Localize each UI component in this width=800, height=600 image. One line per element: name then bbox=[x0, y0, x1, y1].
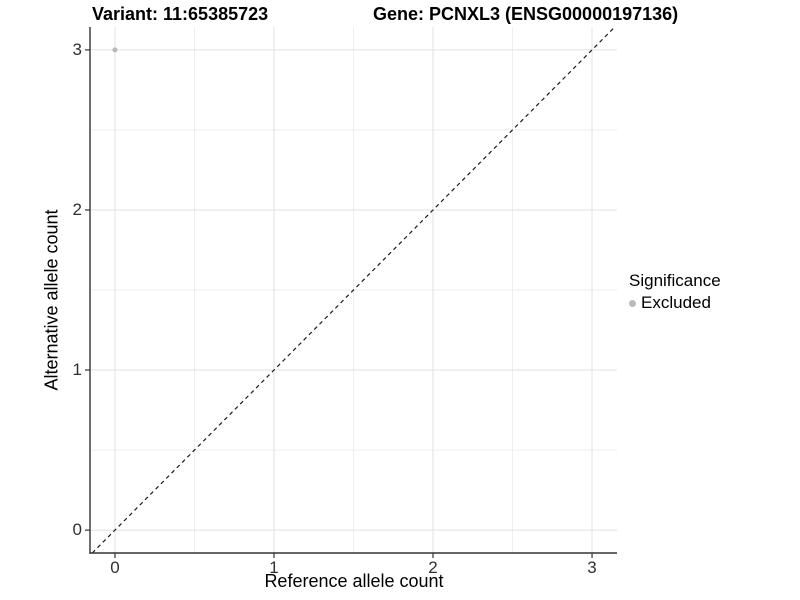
y-tick-label: 2 bbox=[72, 199, 82, 219]
y-tick-label: 0 bbox=[72, 520, 82, 540]
legend-item-excluded: Excluded bbox=[629, 293, 721, 313]
variant-title: Variant: 11:65385723 bbox=[92, 4, 269, 24]
excluded-point-swatch-icon bbox=[629, 299, 636, 307]
x-axis-label: Reference allele count bbox=[264, 571, 444, 591]
x-tick-label: 0 bbox=[110, 558, 120, 577]
data-point bbox=[112, 47, 118, 53]
x-tick-label: 2 bbox=[428, 558, 438, 577]
gene-title: Gene: PCNXL3 (ENSG00000197136) bbox=[373, 4, 679, 24]
y-tick-label: 1 bbox=[72, 360, 82, 380]
legend-title: Significance bbox=[629, 271, 721, 290]
legend-item-label: Excluded bbox=[641, 293, 711, 312]
x-tick-label: 1 bbox=[269, 558, 279, 577]
y-tick-label: 3 bbox=[72, 39, 82, 59]
identity-reference-line bbox=[91, 26, 616, 554]
x-tick-label: 3 bbox=[587, 558, 597, 577]
legend: Significance Excluded bbox=[629, 271, 721, 313]
